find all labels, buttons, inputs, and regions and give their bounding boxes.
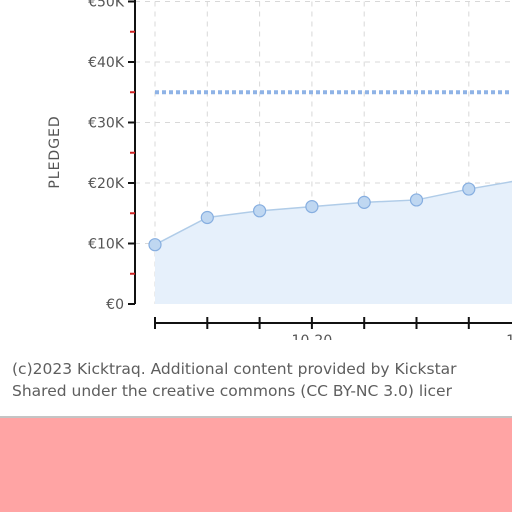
x-tick-label: 10- [506,333,512,340]
y-tick-label: €30K [88,116,125,132]
pledged-chart: €0 €10K €20K €30K €40K €50K 10-20 10- PLEDGED [47,0,512,340]
data-point [305,199,319,214]
data-point [462,182,476,196]
copyright-notice: (c)2023 Kicktraq. Additional content pro… [12,358,512,402]
y-tick-label: €20K [88,176,125,192]
axes [128,0,512,329]
pledged-line [154,180,512,246]
x-tick-labels: 10-20 10- [292,333,512,340]
data-point [357,195,371,209]
data-point [148,238,162,252]
y-tick-label: €0 [106,297,124,313]
divider [0,416,512,418]
copyright-line-1: (c)2023 Kicktraq. Additional content pro… [12,360,457,378]
x-tick-label: 10-20 [292,333,333,340]
bottom-band [0,418,512,512]
y-tick-label: €50K [88,0,125,11]
data-points [148,182,476,252]
pledged-area [155,181,512,304]
y-tick-label: €10K [88,237,125,253]
data-point [253,204,267,218]
copyright-line-2: Shared under the creative commons (CC BY… [12,382,452,400]
y-tick-labels: €0 €10K €20K €30K €40K €50K [88,0,125,313]
data-point [200,210,214,225]
data-point [409,193,424,207]
y-tick-label: €40K [88,55,125,71]
y-axis-title: PLEDGED [47,115,63,188]
